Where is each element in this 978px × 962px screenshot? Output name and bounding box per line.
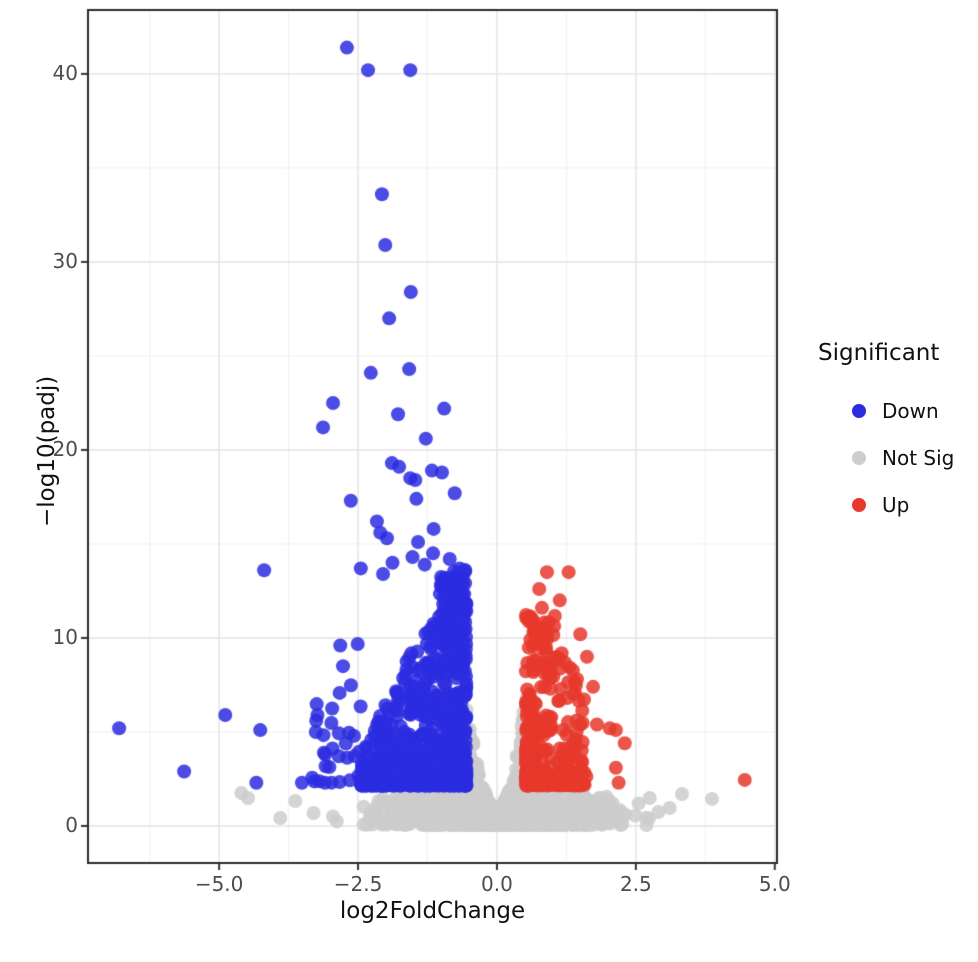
legend-title: Significant xyxy=(818,340,940,366)
legend-item-up: Up xyxy=(852,493,909,517)
x-tick-label: 0.0 xyxy=(481,872,513,896)
legend-label: Down xyxy=(882,399,939,423)
legend-label: Up xyxy=(882,493,910,517)
x-tick-label: −5.0 xyxy=(194,872,244,896)
x-tick-label: −2.5 xyxy=(333,872,383,896)
legend-swatch-down xyxy=(852,404,866,418)
y-tick-label: 30 xyxy=(52,248,78,273)
y-tick-label: 0 xyxy=(65,812,78,837)
y-tick-label: 20 xyxy=(52,436,78,461)
legend-label: Not Sig xyxy=(882,446,955,470)
legend-swatch-up xyxy=(852,498,866,512)
x-tick-label: 5.0 xyxy=(758,872,791,896)
y-tick-label: 40 xyxy=(52,60,78,85)
x-tick-label: 2.5 xyxy=(619,872,652,896)
legend-item-down: Down xyxy=(852,399,939,423)
legend-swatch-notsig xyxy=(852,451,866,465)
y-tick-label: 10 xyxy=(52,624,78,649)
x-axis-title: log2FoldChange xyxy=(339,898,526,924)
legend-item-not-sig: Not Sig xyxy=(852,446,954,470)
